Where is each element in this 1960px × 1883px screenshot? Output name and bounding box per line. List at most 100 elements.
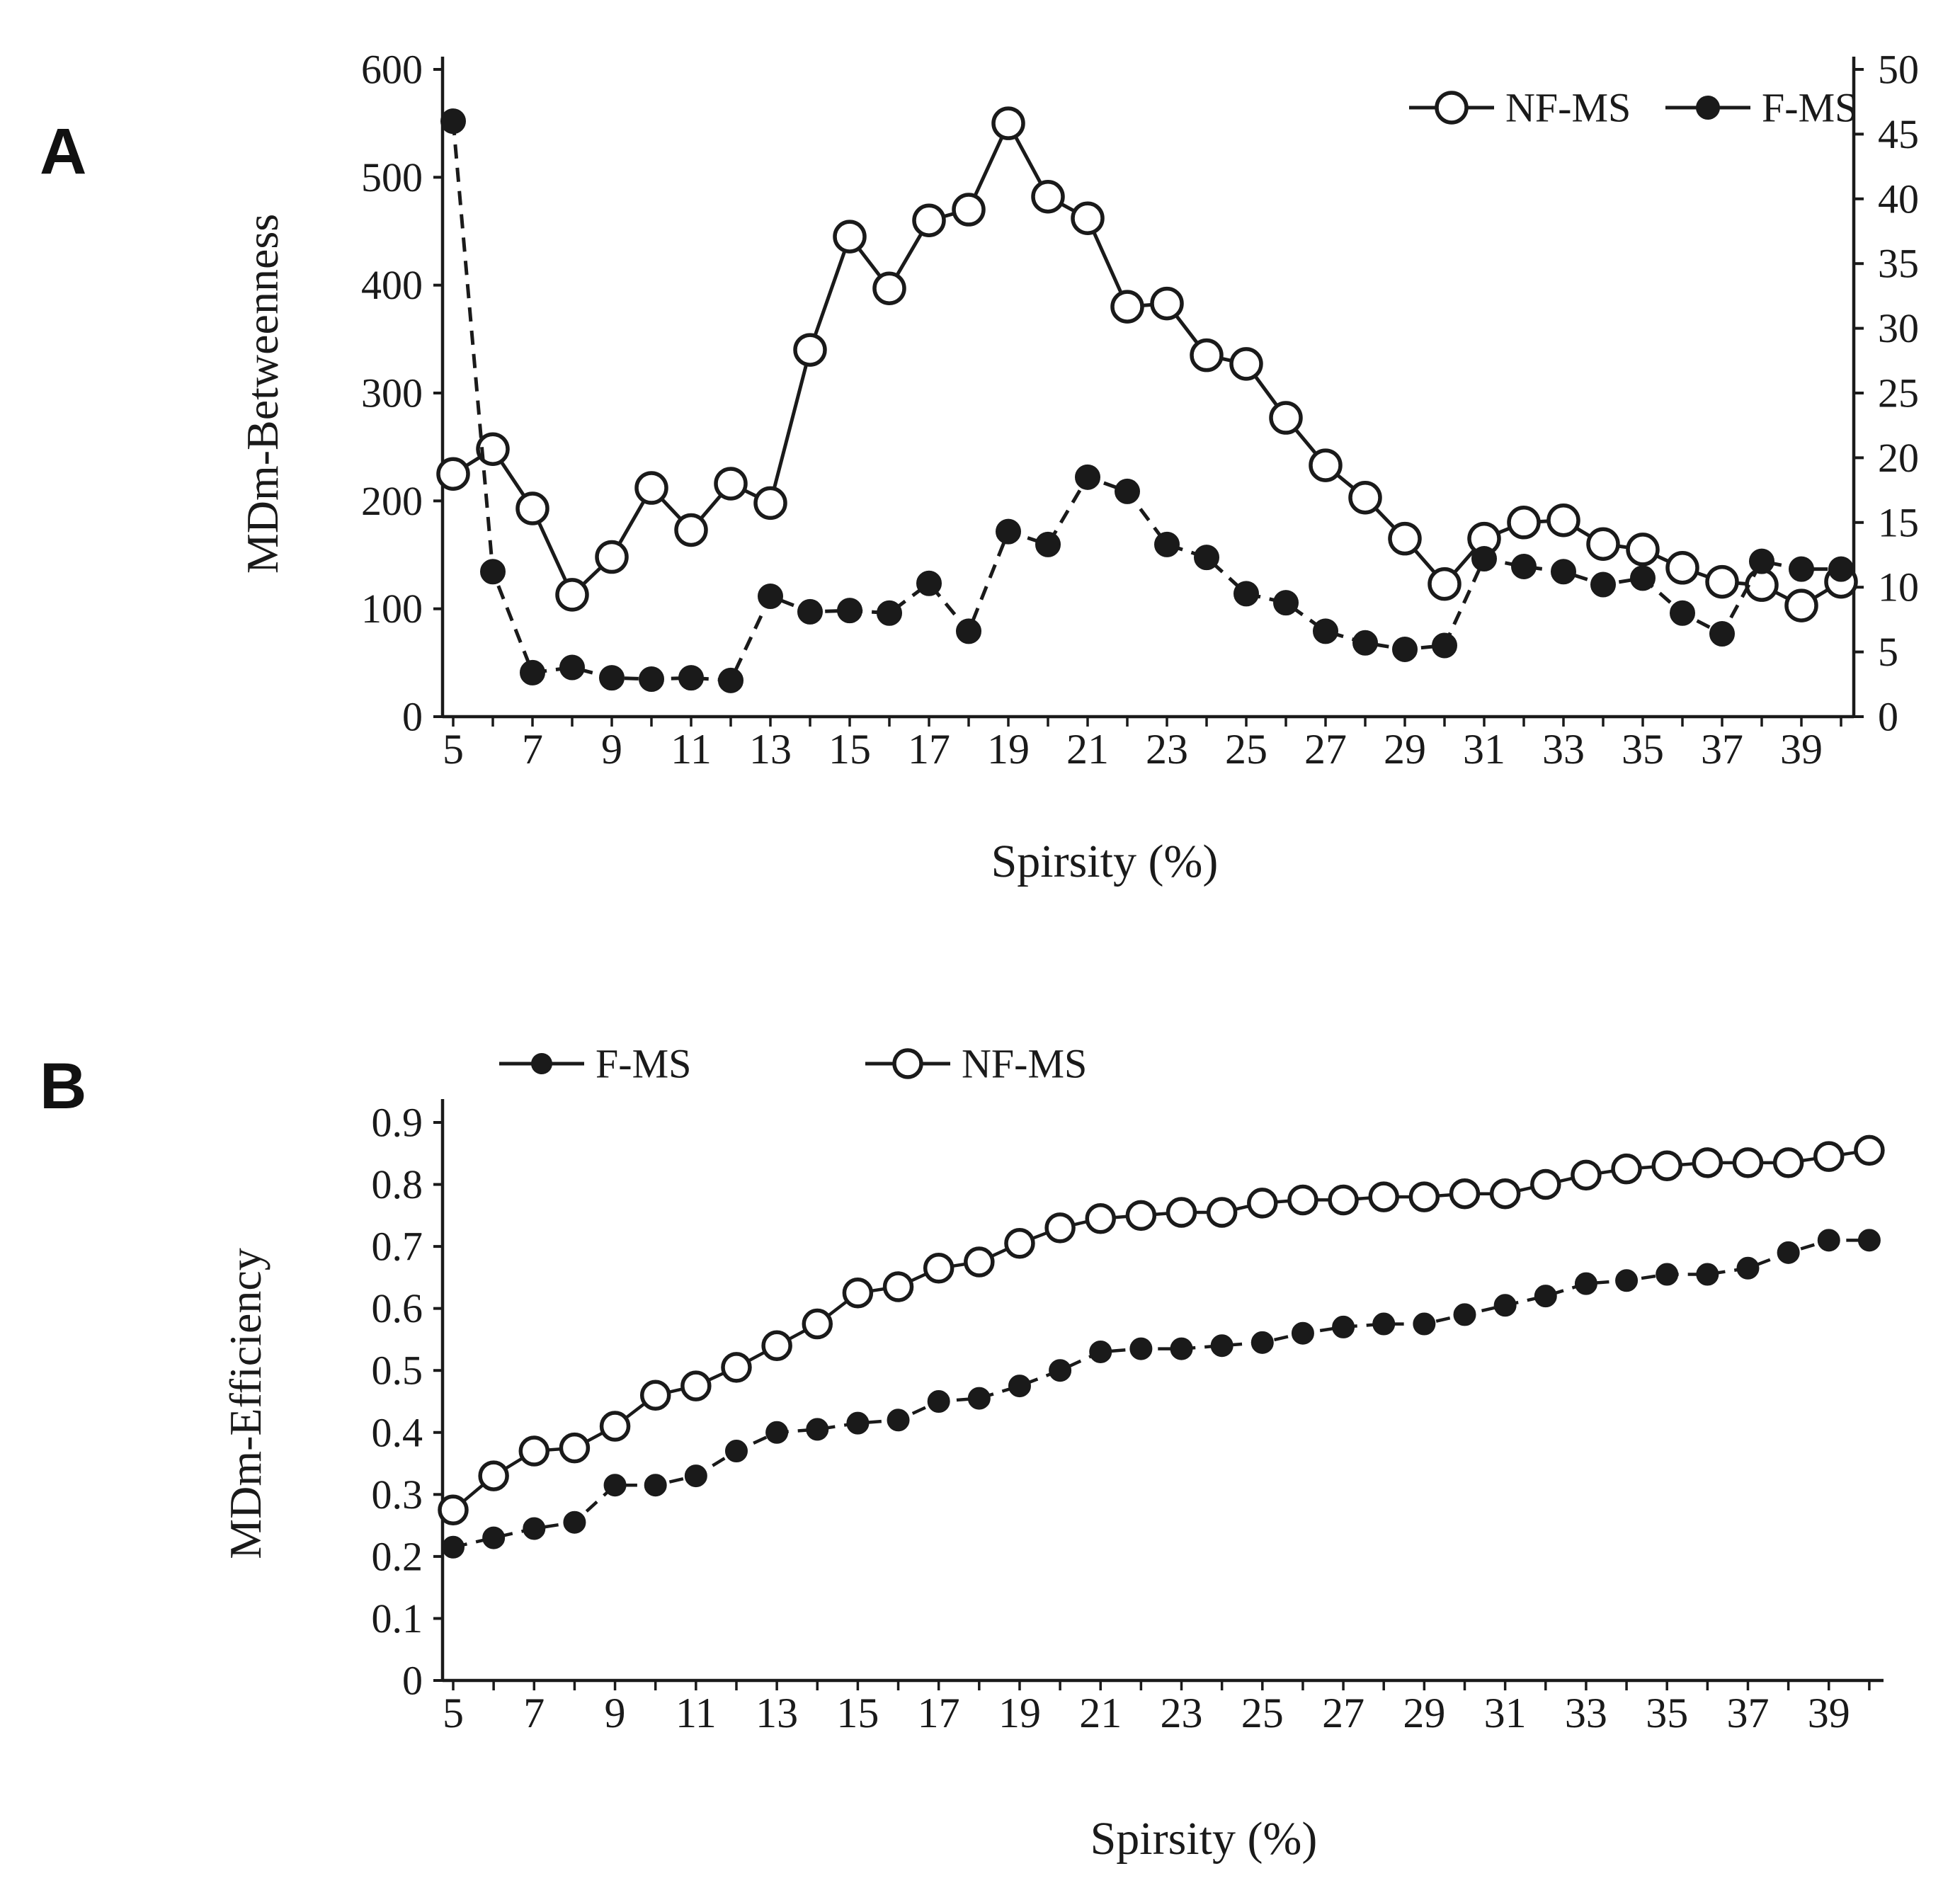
series-nf-ms-point (639, 1379, 671, 1411)
x-tick-label: 31 (1484, 1690, 1527, 1736)
series-nf-ms-point (952, 193, 986, 227)
y-left-tick-label: 0.1 (372, 1595, 423, 1642)
x-tick-label: 33 (1565, 1690, 1607, 1736)
x-tick-label: 29 (1384, 726, 1426, 773)
series-f-ms-point (1352, 630, 1378, 656)
panel-b: 0 0.1 0.2 0.3 0.4 0.5 0.6 0.7 0.8 0.9 5 7 9 11 13 15 17 1… (220, 1041, 1885, 1865)
x-tick-label: 19 (998, 1690, 1041, 1736)
series-f-ms-point (1828, 556, 1854, 582)
y-right-tick-label: 45 (1878, 111, 1919, 157)
series-f-ms-point (1413, 1312, 1436, 1336)
legend: F-MS NF-MS (499, 1041, 1087, 1087)
series-nf-ms-point (1368, 1181, 1399, 1212)
y-right-tick-label: 30 (1878, 305, 1919, 351)
x-tick-label: 23 (1161, 1690, 1203, 1736)
series-f-ms-point (442, 1535, 465, 1559)
x-tick-label: 5 (443, 726, 464, 773)
x-tick-label: 39 (1780, 726, 1823, 773)
series-f-ms-point (1089, 1340, 1112, 1363)
series-f-ms-point (1736, 1256, 1760, 1280)
x-tick-label: 35 (1622, 726, 1664, 773)
x-tick-label: 21 (1066, 726, 1109, 773)
series-f-ms-point (1432, 632, 1457, 659)
series-nf-ms-point (1408, 1181, 1440, 1212)
series-nf-ms-point (1813, 1141, 1845, 1172)
series-nf-ms-point (634, 471, 668, 505)
series-nf-ms-point (1507, 506, 1541, 540)
x-tick-label: 17 (908, 726, 950, 773)
series-nf-ms-point (1428, 567, 1462, 601)
x-tick-label: 13 (756, 1690, 798, 1736)
x-axis-title: Spirsity (%) (991, 836, 1219, 887)
series-f-ms-point (1551, 559, 1576, 585)
y-left-tick-label: 0 (402, 1658, 423, 1704)
y-left-tick-label: 0.3 (372, 1472, 423, 1518)
x-tick-label: 13 (749, 726, 792, 773)
series-nf-ms-point (438, 1494, 469, 1525)
series-f-ms-point (644, 1474, 667, 1497)
series-f-ms-point (440, 108, 466, 135)
series-nf-ms-point (1309, 448, 1343, 482)
series-f-ms-point (1590, 571, 1616, 598)
series-nf-ms-point (1044, 1212, 1076, 1244)
x-tick-label: 7 (523, 1690, 545, 1736)
y-left-tick-label: 400 (361, 262, 423, 308)
series-f-ms-point (887, 1409, 910, 1432)
x-tick-label: 17 (918, 1690, 960, 1736)
x-tick-label: 33 (1542, 726, 1585, 773)
series-f-ms-point (718, 667, 743, 693)
series-nf-ms-point (802, 1308, 833, 1340)
series-f-ms-point (1170, 1337, 1193, 1360)
legend-f-ms-marker (1696, 96, 1720, 120)
y-axis-title: MDm-Betweenness (237, 214, 287, 574)
series-f-ms-point (1313, 618, 1338, 644)
series-nf-ms-point (721, 1352, 752, 1383)
series-nf-ms-point (1004, 1227, 1035, 1259)
series-nf-ms-point (1388, 521, 1422, 556)
y-right-tick-label: 40 (1878, 176, 1919, 222)
series-f-ms-point (1493, 1294, 1517, 1317)
series-f-ms-point (1332, 1315, 1355, 1338)
series-f-ms-point (927, 1390, 950, 1413)
y-left-tick-label: 200 (361, 478, 423, 524)
series-f-ms-point (1392, 636, 1418, 662)
series-f-ms-point (1291, 1321, 1314, 1345)
series-f-ms-point (916, 570, 942, 596)
series-nf-ms-point (714, 467, 748, 501)
x-tick-label: 9 (605, 1690, 626, 1736)
series-f-ms-point (1534, 1285, 1557, 1308)
series-nf-ms-point (1449, 1178, 1481, 1210)
series-f-ms-point (603, 1474, 627, 1497)
series-nf-ms-point (761, 1330, 792, 1361)
series-f-ms-point (1049, 1359, 1072, 1382)
series-f-ms-point (1630, 565, 1656, 591)
series-f-ms-point (1574, 1272, 1597, 1295)
series-nf-ms-point (680, 1370, 712, 1401)
series-nf-ms-point (1732, 1147, 1764, 1178)
series-f-ms-point (1273, 590, 1299, 616)
series-nf-ms-point (1571, 1159, 1602, 1191)
series-nf-ms-point (1269, 401, 1303, 435)
series-nf-ms-point (518, 1435, 550, 1467)
series-nf-ms-point (674, 513, 708, 547)
series-nf-ms-point (1651, 1150, 1682, 1182)
panel-a: 0100200300400500600051015202530354045505… (237, 47, 1919, 888)
series-nf-ms-point (436, 457, 470, 491)
series-nf-ms-point (559, 1432, 591, 1464)
series-nf-ms-point (555, 578, 589, 612)
series-f-ms-point (724, 1440, 748, 1463)
series-nf-ms-line (452, 121, 1842, 608)
x-axis-title: Spirsity (%) (1090, 1813, 1318, 1865)
series-nf-ms-point (1772, 1147, 1804, 1178)
series-nf-ms-point (912, 203, 946, 238)
series-nf-ms-point (595, 540, 629, 574)
series-nf-ms-point (1247, 1188, 1278, 1219)
series-nf-ms-point (1784, 588, 1818, 622)
series-f-ms-point (520, 659, 545, 685)
series-nf-ms-point (842, 1278, 874, 1309)
series-nf-ms-point (1166, 1197, 1197, 1228)
x-tick-label: 7 (522, 726, 543, 773)
series-f-ms-point (482, 1526, 506, 1549)
y-left-tick-label: 100 (361, 586, 423, 632)
